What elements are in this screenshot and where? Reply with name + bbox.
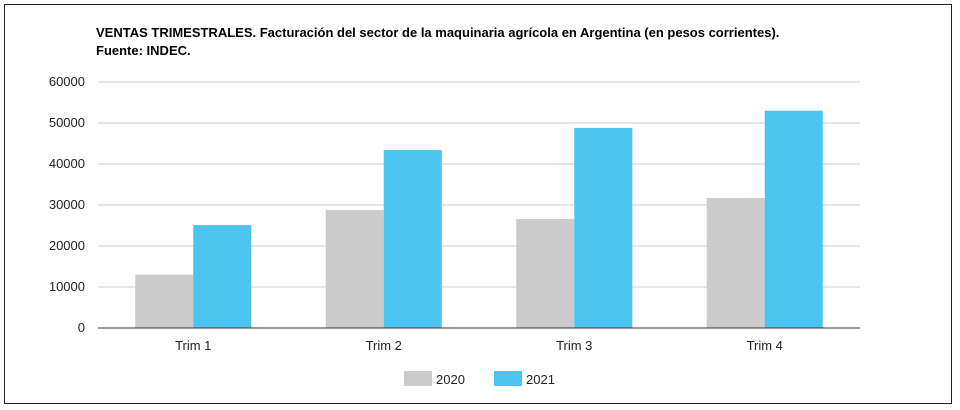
y-tick-label: 50000: [49, 115, 85, 130]
legend-swatch-2021: [494, 371, 522, 386]
bar-2021-1: [193, 225, 252, 328]
bar-2020-4: [706, 198, 765, 328]
y-tick-label: 60000: [49, 74, 85, 89]
y-tick-label: 0: [78, 320, 85, 335]
x-tick-label: Trim 4: [747, 338, 783, 353]
x-axis-ticks: Trim 1 Trim 2 Trim 3 Trim 4: [175, 338, 783, 353]
y-axis-ticks: 0 10000 20000 30000 40000 50000 60000: [49, 74, 85, 335]
x-tick-label: Trim 3: [556, 338, 592, 353]
legend-swatch-2020: [404, 371, 432, 386]
bar-2020-1: [135, 274, 194, 328]
chart-subtitle: Fuente: INDEC.: [96, 43, 191, 58]
bar-2021-3: [574, 127, 633, 328]
legend-label-2020: 2020: [436, 372, 465, 387]
bar-2020-2: [325, 209, 384, 328]
legend-label-2021: 2021: [526, 372, 555, 387]
bar-2021-4: [764, 110, 823, 328]
x-tick-label: Trim 1: [175, 338, 211, 353]
y-tick-label: 20000: [49, 238, 85, 253]
y-tick-label: 10000: [49, 279, 85, 294]
y-tick-label: 40000: [49, 156, 85, 171]
x-tick-label: Trim 2: [366, 338, 402, 353]
chart-title-block: VENTAS TRIMESTRALES. Facturación del sec…: [96, 24, 916, 60]
y-tick-label: 30000: [49, 197, 85, 212]
chart-title: VENTAS TRIMESTRALES. Facturación del sec…: [96, 25, 780, 40]
bar-2020-3: [516, 218, 575, 328]
legend: 2020 2021: [404, 371, 555, 387]
bar-2021-2: [383, 150, 442, 328]
bars: [135, 110, 823, 328]
